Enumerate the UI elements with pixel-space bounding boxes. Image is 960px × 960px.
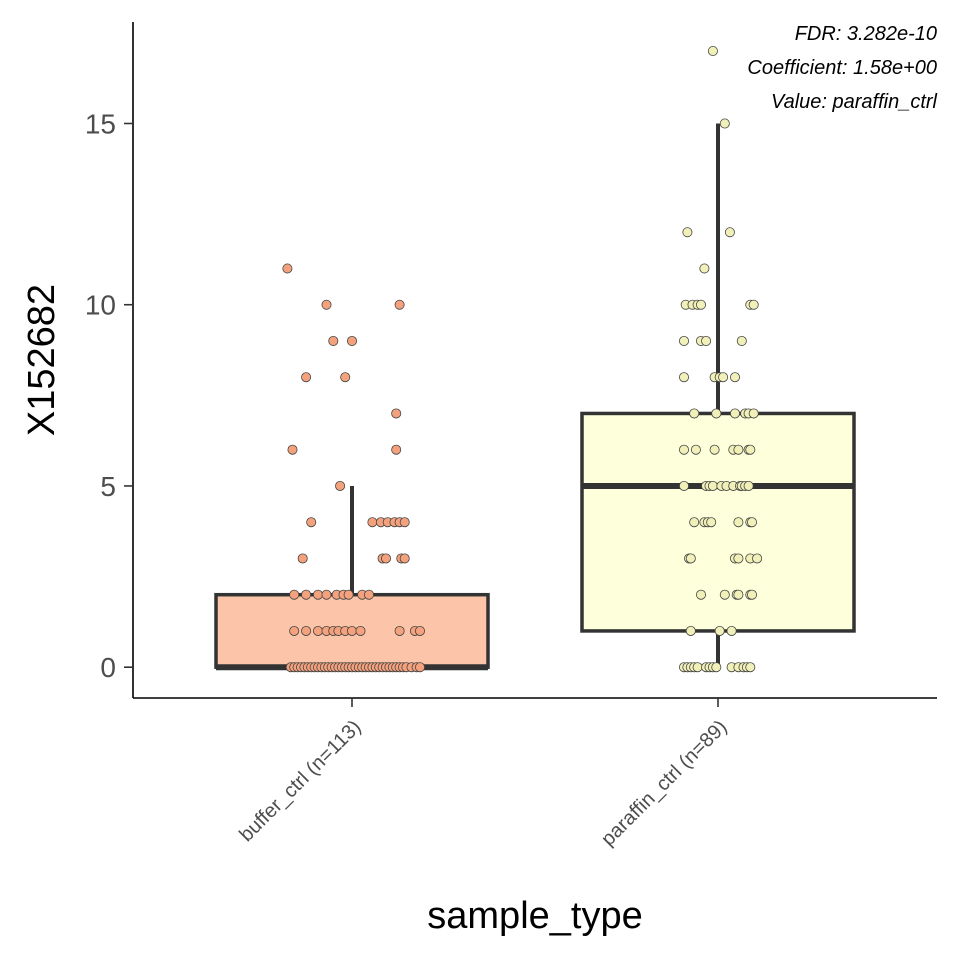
data-point <box>289 625 300 636</box>
plot-area <box>214 45 856 673</box>
y-tick-label: 5 <box>100 471 116 502</box>
data-point <box>355 625 366 636</box>
jitter-points <box>282 263 425 673</box>
data-point <box>745 444 756 455</box>
data-point <box>689 517 700 528</box>
y-tick-label: 0 <box>100 652 116 683</box>
data-point <box>706 517 717 528</box>
y-axis-ticks: 0 5 10 15 <box>85 108 133 683</box>
data-point <box>679 335 690 346</box>
data-point <box>297 553 308 564</box>
data-point <box>391 444 402 455</box>
data-point <box>301 589 312 600</box>
data-point <box>346 335 357 346</box>
data-point <box>733 589 744 600</box>
data-point <box>367 517 378 528</box>
data-point <box>685 553 696 564</box>
data-point <box>679 480 690 491</box>
data-point <box>380 553 391 564</box>
data-point <box>709 444 720 455</box>
data-point <box>340 372 351 383</box>
data-point <box>301 625 312 636</box>
data-point <box>682 227 693 238</box>
data-point <box>714 625 725 636</box>
data-point <box>736 335 747 346</box>
data-point <box>312 625 323 636</box>
data-point <box>312 589 323 600</box>
annotation-value: Value: paraffin_ctrl <box>771 91 938 113</box>
x-tick-label: paraffin_ctrl (n=89) <box>597 716 731 850</box>
data-point <box>335 480 346 491</box>
data-point <box>707 45 718 56</box>
data-point <box>692 662 703 673</box>
jitter-points <box>679 45 763 673</box>
annotation-fdr: FDR: 3.282e-10 <box>795 23 937 45</box>
box-group-2 <box>580 45 856 673</box>
data-point <box>747 517 758 528</box>
data-point <box>689 408 700 419</box>
data-point <box>301 372 312 383</box>
data-point <box>289 589 300 600</box>
data-point <box>718 372 729 383</box>
data-point <box>394 299 405 310</box>
data-point <box>343 589 354 600</box>
box-group-1 <box>214 263 490 673</box>
data-point <box>394 625 405 636</box>
data-point <box>745 662 756 673</box>
data-point <box>399 553 410 564</box>
data-point <box>701 335 712 346</box>
y-axis-title: X152682 <box>21 284 63 436</box>
data-point <box>328 335 339 346</box>
data-point <box>321 299 332 310</box>
data-point <box>711 662 722 673</box>
data-point <box>719 118 730 129</box>
data-point <box>679 444 690 455</box>
data-point <box>748 408 759 419</box>
data-point <box>399 517 410 528</box>
data-point <box>287 444 298 455</box>
data-point <box>321 589 332 600</box>
data-point <box>391 408 402 419</box>
data-point <box>747 589 758 600</box>
data-point <box>726 625 737 636</box>
data-point <box>690 444 701 455</box>
data-point <box>707 480 718 491</box>
data-point <box>346 625 357 636</box>
data-point <box>752 553 763 564</box>
annotation-coefficient: Coefficient: 1.58e+00 <box>747 57 937 79</box>
data-point <box>679 372 690 383</box>
data-point <box>733 444 744 455</box>
data-point <box>282 263 293 274</box>
data-point <box>733 517 744 528</box>
data-point <box>699 263 710 274</box>
data-point <box>748 299 759 310</box>
data-point <box>730 372 741 383</box>
data-point <box>696 299 707 310</box>
data-point <box>414 625 425 636</box>
data-point <box>724 227 735 238</box>
data-point <box>733 553 744 564</box>
data-point <box>685 625 696 636</box>
y-tick-label: 15 <box>85 108 116 139</box>
y-tick-label: 10 <box>85 290 116 321</box>
data-point <box>363 589 374 600</box>
data-point <box>414 662 425 673</box>
x-tick-label: buffer_ctrl (n=113) <box>235 716 365 846</box>
data-point <box>719 589 730 600</box>
x-axis-ticks: buffer_ctrl (n=113) paraffin_ctrl (n=89) <box>235 698 732 850</box>
data-point <box>743 480 754 491</box>
data-point <box>711 408 722 419</box>
x-axis-title: sample_type <box>427 895 642 937</box>
data-point <box>306 517 317 528</box>
data-point <box>730 408 741 419</box>
data-point <box>696 589 707 600</box>
